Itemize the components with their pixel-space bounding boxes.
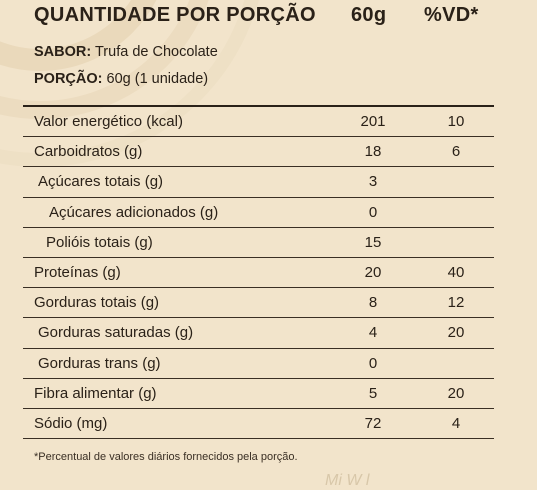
table-row: Gorduras totais (g) 8 12 xyxy=(23,288,494,319)
nutrient-amount: 0 xyxy=(368,203,378,221)
nutrient-daily-value: 20 xyxy=(447,384,465,402)
table-row: Polióis totais (g) 15 xyxy=(23,228,494,258)
header-daily-value: %VD* xyxy=(424,4,479,26)
table-row: Açúcares totais (g) 3 xyxy=(23,167,494,198)
nutrient-name: Fibra alimentar (g) xyxy=(34,384,157,402)
portion-value: 60g (1 unidade) xyxy=(106,71,209,87)
nutrient-amount: 18 xyxy=(364,143,382,161)
nutrition-table: Valor energético (kcal) 201 10 Carboidra… xyxy=(23,105,494,440)
nutrient-amount: 72 xyxy=(364,414,382,432)
flavor-value: Trufa de Chocolate xyxy=(94,44,218,60)
footnote: *Percentual de valores diários fornecido… xyxy=(34,451,298,463)
table-row: Sódio (mg) 72 4 xyxy=(23,409,494,440)
nutrient-name: Sódio (mg) xyxy=(34,414,108,432)
nutrient-amount: 0 xyxy=(368,354,378,372)
nutrient-daily-value: 20 xyxy=(447,324,465,342)
nutrient-amount: 201 xyxy=(360,113,386,130)
header-title: QUANTIDADE POR PORÇÃO xyxy=(34,4,316,26)
nutrient-amount: 20 xyxy=(364,263,382,281)
flavor-label: SABOR: xyxy=(34,44,92,60)
nutrient-name: Polióis totais (g) xyxy=(46,233,153,251)
watermark: Mi W l xyxy=(325,472,370,489)
nutrition-header: QUANTIDADE POR PORÇÃO 60g %VD* xyxy=(34,4,504,30)
nutrient-name: Proteínas (g) xyxy=(34,263,121,281)
table-row: Açúcares adicionados (g) 0 xyxy=(23,198,494,228)
nutrient-daily-value: 6 xyxy=(451,143,461,161)
nutrient-name: Açúcares totais (g) xyxy=(38,173,164,191)
nutrient-name: Carboidratos (g) xyxy=(34,143,143,161)
table-row: Gorduras saturadas (g) 4 20 xyxy=(23,318,494,349)
nutrient-name: Valor energético (kcal) xyxy=(34,113,183,130)
nutrient-amount: 8 xyxy=(368,294,378,312)
portion-line: PORÇÃO: 60g (1 unidade) xyxy=(34,71,208,87)
nutrient-daily-value: 10 xyxy=(447,113,465,130)
nutrient-daily-value: 4 xyxy=(451,414,461,432)
nutrient-daily-value: 12 xyxy=(447,294,465,312)
table-row: Fibra alimentar (g) 5 20 xyxy=(23,379,494,409)
nutrient-daily-value: 40 xyxy=(447,263,465,281)
table-top-rule xyxy=(23,105,494,107)
nutrient-name: Açúcares adicionados (g) xyxy=(49,203,219,221)
nutrient-amount: 5 xyxy=(368,384,378,402)
nutrient-name: Gorduras totais (g) xyxy=(34,294,160,312)
portion-label: PORÇÃO: xyxy=(34,71,103,87)
header-portion-quantity: 60g xyxy=(351,4,387,26)
table-row: Proteínas (g) 20 40 xyxy=(23,258,494,289)
nutrient-name: Gorduras trans (g) xyxy=(38,354,161,372)
table-row: Valor energético (kcal) 201 10 xyxy=(23,107,494,138)
nutrient-amount: 4 xyxy=(368,324,378,342)
nutrient-amount: 3 xyxy=(368,173,378,191)
table-row: Gorduras trans (g) 0 xyxy=(23,349,494,379)
flavor-line: SABOR: Trufa de Chocolate xyxy=(34,44,218,60)
nutrient-amount: 15 xyxy=(364,233,382,251)
nutrient-name: Gorduras saturadas (g) xyxy=(38,324,194,342)
table-row: Carboidratos (g) 18 6 xyxy=(23,137,494,168)
